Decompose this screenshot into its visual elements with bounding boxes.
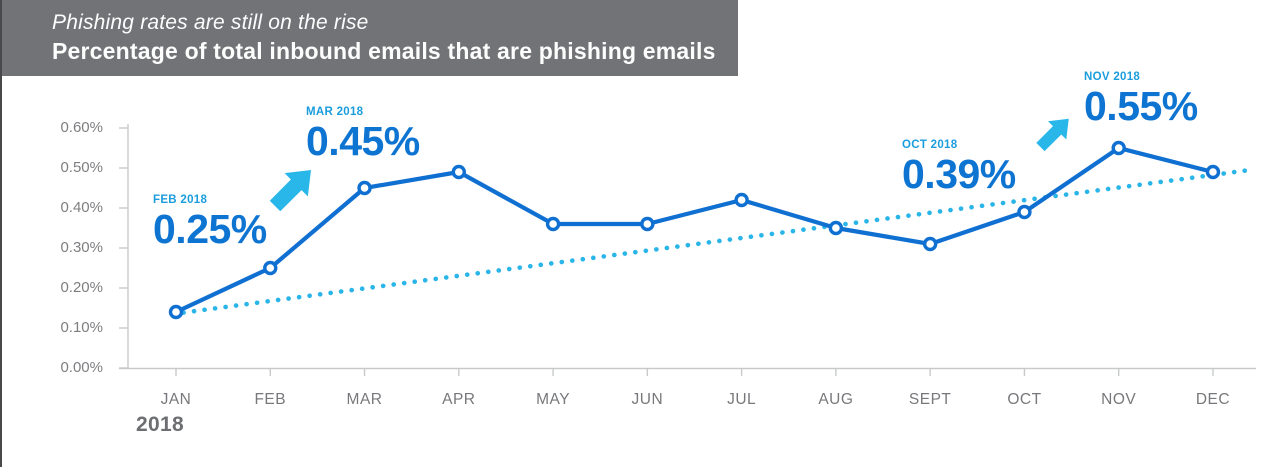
annotation-nov-2018: NOV 2018 0.55% [1084,71,1198,128]
x-tick-label-mar: MAR [346,391,383,408]
x-tick-label-oct: OCT [1007,391,1042,408]
data-point-nov [1111,140,1126,156]
year-label: 2018 [136,413,184,436]
annotation-feb-2018: FEB 2018 0.25% [153,194,267,251]
data-point-jan [168,304,184,320]
annotation-value: 0.39% [902,151,1016,197]
arrow-up-right-icon-mar [269,170,311,212]
y-tick-label: 0.50% [60,159,103,176]
trendline-dotted [170,167,1253,317]
series-line [173,145,1216,315]
y-tick-label: 0.00% [60,359,103,376]
data-point-jul [734,192,749,208]
chart-title: Percentage of total inbound emails that … [52,38,716,64]
arrow-glyph [269,170,311,212]
chart-subtitle: Phishing rates are still on the rise [52,11,369,34]
data-point-mar [357,180,372,196]
page-left-border [0,0,2,467]
data-point-jun [640,216,655,232]
annotation-value: 0.25% [153,206,267,252]
y-tick-label: 0.30% [60,239,103,256]
annotation-value: 0.55% [1084,83,1198,129]
annotation-month-label: FEB 2018 [153,194,208,206]
data-point-may [545,216,561,232]
y-tick-label: 0.20% [60,279,103,296]
arrow-up-right-icon-nov [1036,118,1069,152]
y-tick-label: 0.10% [60,319,103,336]
y-tick-label: 0.60% [60,119,103,136]
header-banner: Phishing rates are still on the rise Per… [2,0,738,76]
annotation-mar-2018: MAR 2018 0.45% [306,106,420,163]
x-tick-label-apr: APR [442,391,476,408]
x-tick-label-nov: NOV [1101,391,1137,408]
x-tick-label-dec: DEC [1195,391,1231,408]
x-tick-label-jan: JAN [160,391,192,408]
data-point-dec [1205,164,1221,180]
x-tick-label-jul: JUL [727,391,757,408]
annotation-month-label: OCT 2018 [902,139,958,151]
data-point-feb [263,260,278,276]
data-point-sept [922,236,938,252]
data-point-aug [828,220,844,236]
annotation-month-label: NOV 2018 [1084,71,1141,83]
x-tick-label-feb: FEB [254,391,287,408]
annotation-value: 0.45% [306,118,420,164]
data-point-apr [451,164,467,180]
x-tick-label-jun: JUN [631,391,664,408]
arrow-glyph [1036,118,1069,152]
data-point-oct [1017,204,1032,220]
y-tick-label: 0.40% [60,199,103,216]
x-tick-label-aug: AUG [818,391,854,408]
annotation-month-label: MAR 2018 [306,106,364,118]
annotation-oct-2018: OCT 2018 0.39% [902,139,1016,196]
x-tick-label-sept: SEPT [908,391,952,408]
x-tick-label-may: MAY [536,391,571,408]
